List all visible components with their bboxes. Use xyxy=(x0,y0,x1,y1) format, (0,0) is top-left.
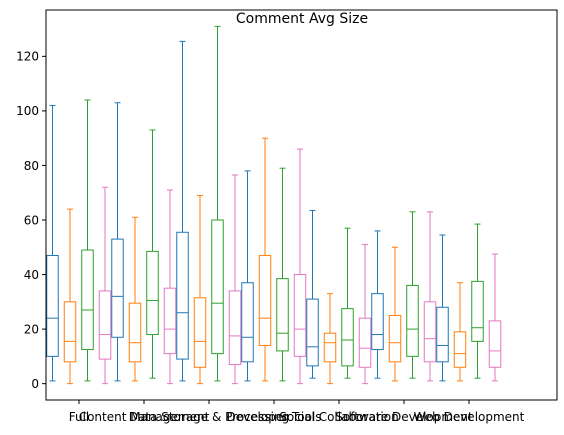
box-plot-box xyxy=(146,129,159,379)
iqr-box xyxy=(111,238,124,338)
iqr-box xyxy=(388,314,402,363)
iqr-box xyxy=(371,293,384,351)
iqr-box xyxy=(471,280,484,342)
iqr-box xyxy=(146,250,159,336)
iqr-box xyxy=(211,219,224,355)
box-plot-box xyxy=(371,230,384,379)
box-plot-box xyxy=(228,174,242,385)
iqr-box xyxy=(358,317,372,368)
box-plot-box xyxy=(81,99,94,382)
iqr-box xyxy=(193,297,207,368)
box-plot-box xyxy=(423,211,437,382)
box-plot-box xyxy=(471,223,484,379)
iqr-box xyxy=(323,332,337,363)
iqr-box xyxy=(341,308,354,367)
iqr-box xyxy=(293,274,307,357)
y-tick-label: 100 xyxy=(16,104,39,118)
y-tick-label: 40 xyxy=(24,268,39,282)
box-plot-box xyxy=(488,253,502,382)
y-tick-label: 120 xyxy=(16,50,39,64)
iqr-box xyxy=(98,290,112,360)
x-tick-label: Developer Tools xyxy=(226,410,321,424)
x-tick-label: Content Management xyxy=(79,410,210,424)
iqr-box xyxy=(276,278,289,352)
iqr-box xyxy=(46,254,59,357)
box-plot-box xyxy=(358,244,372,385)
box-plot-box xyxy=(306,209,319,379)
chart-title: Comment Avg Size xyxy=(236,11,368,27)
x-tick-label: Web Development xyxy=(414,410,525,424)
box-plot-box xyxy=(163,189,177,385)
y-tick-label: 80 xyxy=(24,159,39,173)
box-plot-box xyxy=(323,293,337,385)
box-plot-box xyxy=(98,186,112,385)
box-plot-box xyxy=(211,25,224,382)
box-plot-box xyxy=(46,104,59,382)
box-plot-box xyxy=(258,137,272,382)
box-plot-box xyxy=(128,216,142,382)
iqr-box xyxy=(436,306,449,363)
box-plot-box xyxy=(241,170,254,382)
box-plot-box xyxy=(406,211,419,379)
box-plot-box xyxy=(63,208,77,385)
iqr-box xyxy=(176,231,189,360)
box-plot-box xyxy=(111,102,124,382)
iqr-box xyxy=(306,298,319,367)
iqr-box xyxy=(488,320,502,368)
iqr-box xyxy=(453,331,467,368)
iqr-box xyxy=(228,290,242,366)
box-plot-box xyxy=(276,167,289,382)
box-plot-box xyxy=(453,282,467,382)
box-plot-box xyxy=(341,227,354,379)
iqr-box xyxy=(81,249,94,351)
box-plot-box xyxy=(176,40,189,382)
plot-area xyxy=(46,25,502,385)
iqr-box xyxy=(63,301,77,363)
y-tick-label: 20 xyxy=(24,322,39,336)
iqr-box xyxy=(163,287,177,355)
box-plot-box xyxy=(436,234,449,382)
iqr-box xyxy=(258,254,272,346)
box-plot-box xyxy=(193,194,207,385)
y-tick-label: 60 xyxy=(24,213,39,227)
x-tick-label: Software Development xyxy=(335,410,473,424)
axes-frame xyxy=(45,9,558,401)
box-plot-box xyxy=(293,148,307,385)
x-tick-label: Full xyxy=(69,410,90,424)
iqr-box xyxy=(128,302,142,363)
x-tick-label: Social Collaboration xyxy=(279,410,398,424)
iqr-box xyxy=(241,282,254,363)
x-tick-label: Data Storage & Processing xyxy=(129,410,289,424)
y-tick-label: 0 xyxy=(31,377,39,391)
iqr-box xyxy=(423,301,437,363)
box-plot-box xyxy=(388,246,402,382)
iqr-box xyxy=(406,284,419,357)
